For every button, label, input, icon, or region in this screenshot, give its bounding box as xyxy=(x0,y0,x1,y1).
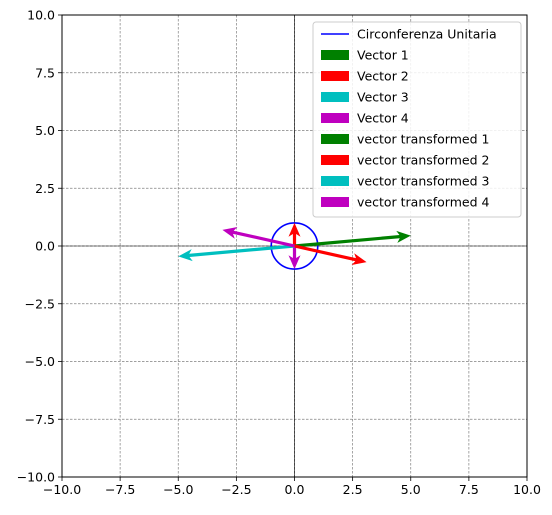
y-tick-label-2: −5.0 xyxy=(25,354,55,369)
y-tick-label-6: 5.0 xyxy=(35,123,55,138)
legend-entry-2: Vector 2 xyxy=(321,69,409,84)
vector-arrow-6 xyxy=(294,244,367,265)
x-tick-label-3: −2.5 xyxy=(221,482,251,497)
legend-entry-6: vector transformed 2 xyxy=(321,153,489,168)
legend-entry-3: Vector 3 xyxy=(321,90,409,105)
y-tick-label-8: 10.0 xyxy=(27,8,55,23)
legend-label-0: Circonferenza Unitaria xyxy=(357,27,497,42)
legend-entry-8: vector transformed 4 xyxy=(321,195,489,210)
legend-entry-4: Vector 4 xyxy=(321,111,409,126)
legend-entry-1: Vector 1 xyxy=(321,48,409,63)
legend-box xyxy=(312,21,522,218)
x-tick-label-1: −7.5 xyxy=(105,482,135,497)
x-tick-label-5: 2.5 xyxy=(343,482,363,497)
legend: Circonferenza Unitaria Vector 1 Vector 2 Ve… xyxy=(312,21,522,218)
y-tick-label-5: 2.5 xyxy=(35,181,55,196)
legend-entry-0: Circonferenza Unitaria xyxy=(321,27,497,42)
legend-swatch-6 xyxy=(321,155,349,165)
vector-arrow-7 xyxy=(178,244,295,262)
vectors xyxy=(178,222,411,270)
legend-label-3: Vector 3 xyxy=(357,90,409,105)
x-tick-label-6: 5.0 xyxy=(401,482,421,497)
legend-swatch-2 xyxy=(321,71,349,81)
y-tick-label-1: −7.5 xyxy=(25,412,55,427)
vector-arrow-2 xyxy=(288,222,301,246)
x-tick-label-8: 10.0 xyxy=(513,482,541,497)
legend-label-7: vector transformed 3 xyxy=(357,174,489,189)
legend-swatch-4 xyxy=(321,113,349,123)
legend-label-2: Vector 2 xyxy=(357,69,409,84)
legend-swatch-3 xyxy=(321,92,349,102)
legend-swatch-5 xyxy=(321,134,349,144)
legend-label-5: vector transformed 1 xyxy=(357,132,489,147)
vector-arrow-4 xyxy=(288,246,301,270)
legend-entry-7: vector transformed 3 xyxy=(321,174,489,189)
x-tick-label-0: −10.0 xyxy=(43,482,81,497)
x-tick-label-4: 0.0 xyxy=(285,482,305,497)
vector-arrow-8 xyxy=(222,227,295,248)
y-tick-label-3: −2.5 xyxy=(25,296,55,311)
vector-arrow-5 xyxy=(294,230,411,248)
legend-label-1: Vector 1 xyxy=(357,48,409,63)
y-tick-label-0: −10.0 xyxy=(17,470,55,485)
legend-entry-5: vector transformed 1 xyxy=(321,132,489,147)
legend-label-8: vector transformed 4 xyxy=(357,195,489,210)
legend-swatch-1 xyxy=(321,50,349,60)
legend-swatch-8 xyxy=(321,197,349,207)
ticks: −10.0 −7.5 −5.0 −2.5 0.0 2.5 5.0 7.5 10.0 −10.0 −7… xyxy=(17,8,541,498)
y-tick-label-7: 7.5 xyxy=(35,65,55,80)
x-tick-label-2: −5.0 xyxy=(163,482,193,497)
y-tick-label-4: 0.0 xyxy=(35,239,55,254)
x-tick-label-7: 7.5 xyxy=(459,482,479,497)
legend-label-4: Vector 4 xyxy=(357,111,409,126)
legend-label-6: vector transformed 2 xyxy=(357,153,489,168)
legend-swatch-7 xyxy=(321,176,349,186)
